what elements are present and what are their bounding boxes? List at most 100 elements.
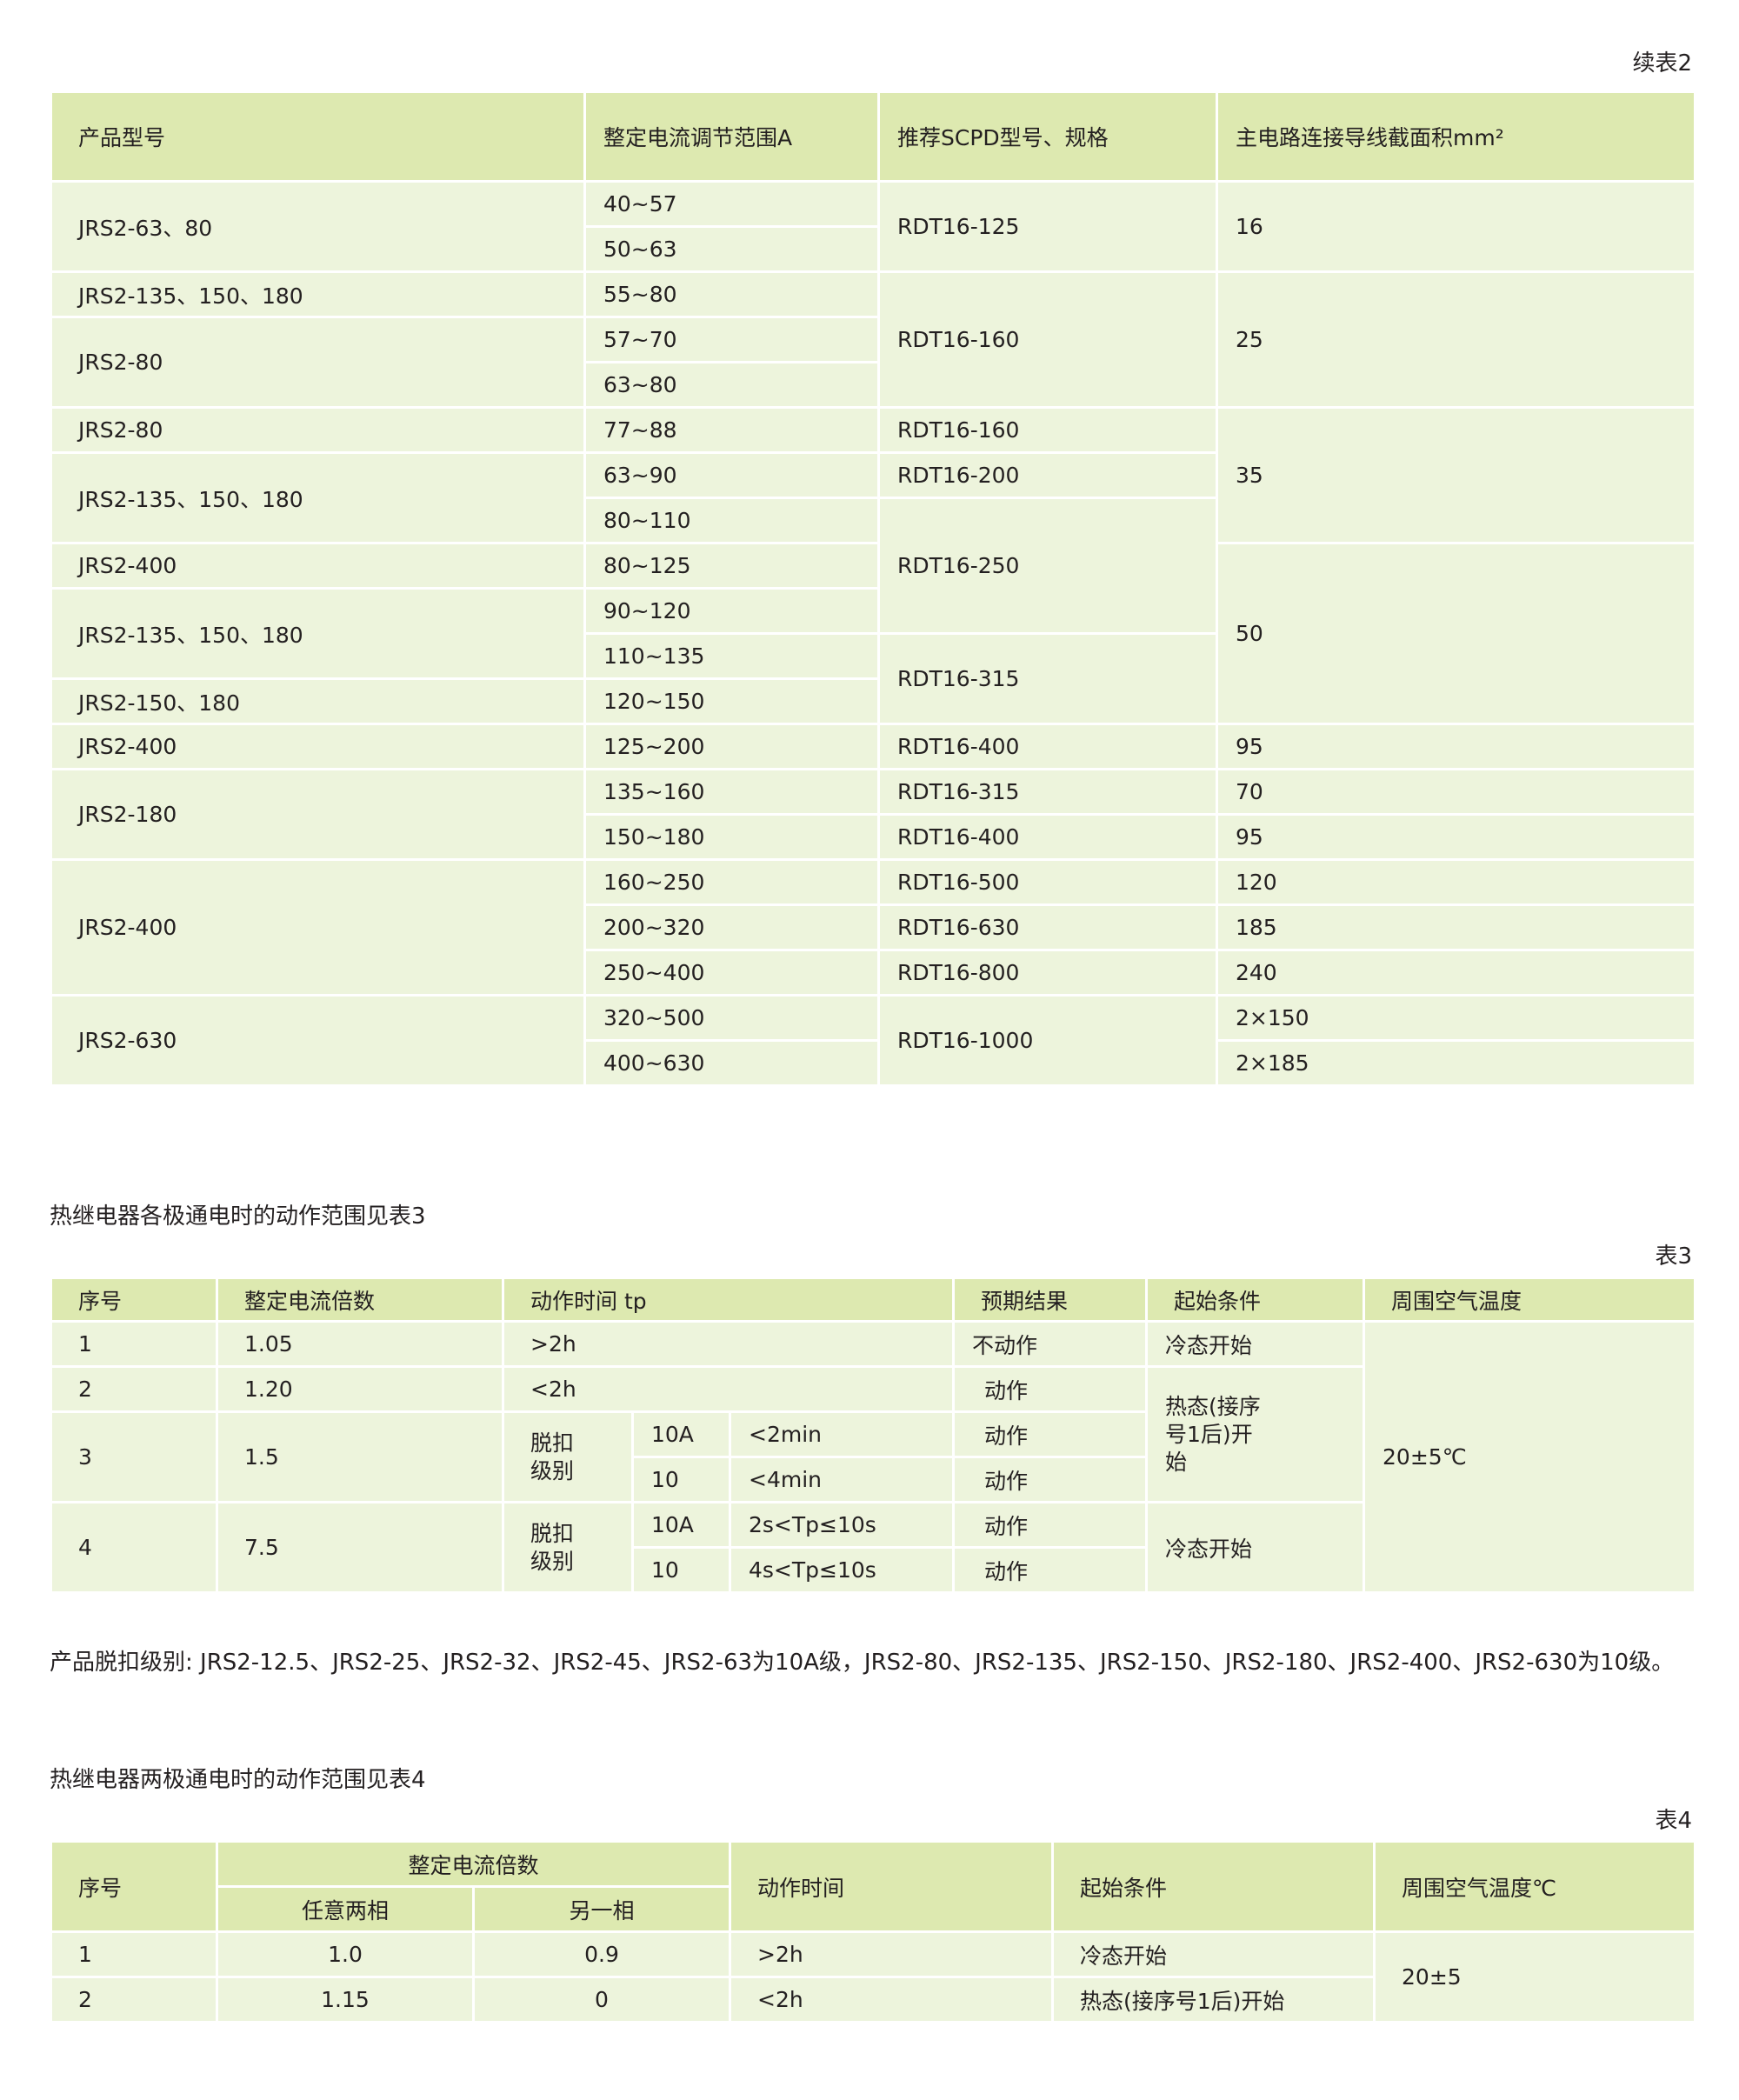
cell-result: 动作	[952, 1456, 1149, 1503]
cell-model: JRS2-400	[50, 858, 586, 997]
cell-range: 77~88	[583, 406, 880, 454]
cell-area: 240	[1216, 949, 1696, 997]
cell-other: 0	[471, 1976, 732, 2023]
table3-caption: 表3	[1655, 1243, 1692, 1270]
table-2: 产品型号 整定电流调节范围A 推荐SCPD型号、规格 主电路连接导线截面积mm²…	[50, 90, 1696, 1087]
header-result: 预期结果	[952, 1277, 1149, 1323]
cell-area: 25	[1216, 270, 1696, 409]
header-multiple: 整定电流倍数	[215, 1840, 732, 1888]
cell-area: 2×150	[1216, 994, 1696, 1042]
cell-range: 320~500	[583, 994, 880, 1042]
cell-range: 120~150	[583, 677, 880, 725]
cell-range: 63~80	[583, 361, 880, 409]
trip-class-label: 脱扣级别	[530, 1520, 575, 1574]
cell-model: JRS2-400	[50, 723, 586, 770]
cell-scpd: RDT16-125	[877, 180, 1218, 273]
cell-scpd: RDT16-630	[877, 903, 1218, 951]
cell-multiple: 1.05	[216, 1320, 504, 1368]
cell-model: JRS2-180	[50, 768, 586, 861]
table-row: JRS2-80 77~88 RDT16-160 35	[50, 406, 1696, 544]
cell-area: 2×185	[1216, 1039, 1696, 1087]
cell-time: >2h	[729, 1930, 1055, 1978]
table-row: 63~80	[51, 361, 1696, 409]
cell-range: 80~125	[583, 542, 880, 590]
cell-class: 10A	[631, 1410, 731, 1458]
table-row: 1 1.0 0.9 >2h 冷态开始 20±5	[50, 1930, 1697, 2023]
cell-range: 63~90	[583, 451, 880, 499]
cell-scpd: RDT16-315	[877, 768, 1218, 816]
cell-result: 动作	[952, 1501, 1149, 1549]
section3-intro: 热继电器各极通电时的动作范围见表3	[50, 1203, 426, 1230]
cell-scpd: RDT16-400	[877, 723, 1218, 770]
cell-range: 40~57	[583, 180, 880, 228]
cell-multiple: 1.20	[216, 1365, 504, 1413]
header-temp: 周围空气温度℃	[1373, 1840, 1697, 1933]
header-scpd: 推荐SCPD型号、规格	[877, 90, 1218, 183]
cell-range: 135~160	[583, 768, 880, 816]
cell-no: 2	[50, 1976, 218, 2023]
cell-range: 90~120	[583, 587, 880, 635]
table-row: JRS2-135、150、180 63~90 RDT16-200	[50, 451, 1696, 544]
table-row: 2 1.20 <2h 动作 热态(接序号1后)开始	[50, 1365, 1696, 1503]
cell-result: 不动作	[952, 1320, 1149, 1368]
table-row: JRS2-400 80~125 50	[50, 542, 1696, 725]
cell-start: 热态(接序号1后)开始	[1051, 1976, 1376, 2023]
table-row: 10 4s<Tp≤10s 动作	[51, 1546, 1696, 1594]
cell-multiple: 1.5	[216, 1410, 504, 1503]
table-row: JRS2-150、180 120~150	[50, 677, 1696, 725]
cell-trip-class-label: 脱扣级别	[502, 1501, 634, 1594]
cell-trip-class-label: 脱扣级别	[502, 1410, 634, 1503]
header-current-range: 整定电流调节范围A	[583, 90, 880, 183]
cell-scpd: RDT16-160	[877, 270, 1218, 409]
cell-model: JRS2-400	[50, 542, 586, 590]
cell-model: JRS2-80	[50, 316, 586, 409]
cell-model: JRS2-135、150、180	[50, 587, 586, 680]
table-header-row: 任意两相 另一相	[51, 1885, 1696, 1933]
table-row: 80~110 RDT16-250	[51, 497, 1696, 635]
table-header-row: 产品型号 整定电流调节范围A 推荐SCPD型号、规格 主电路连接导线截面积mm²	[50, 90, 1696, 183]
cell-time: <2h	[501, 1365, 956, 1413]
cell-scpd: RDT16-500	[877, 858, 1218, 906]
table-row: JRS2-630 320~500 RDT16-1000 2×150	[50, 994, 1696, 1087]
table-row: JRS2-63、80 40~57 RDT16-125 16	[50, 180, 1696, 273]
table-row: 1 1.05 >2h 不动作 冷态开始 20±5℃	[50, 1320, 1697, 1594]
cell-area: 185	[1216, 903, 1696, 951]
table-row: JRS2-400 125~200 RDT16-400 95	[50, 723, 1696, 770]
cell-area: 95	[1216, 723, 1696, 770]
table-row: 10 <4min 动作	[51, 1456, 1696, 1503]
cell-result: 动作	[952, 1365, 1149, 1413]
header-multiple: 整定电流倍数	[216, 1277, 504, 1323]
table-row: 110~135 RDT16-315	[51, 632, 1696, 725]
cell-model: JRS2-135、150、180	[50, 270, 586, 318]
cell-range: 80~110	[583, 497, 880, 544]
cell-model: JRS2-150、180	[50, 677, 586, 725]
header-temp: 周围空气温度	[1363, 1277, 1697, 1323]
cell-time: >2h	[501, 1320, 956, 1368]
table-row: JRS2-80 57~70	[50, 316, 1696, 409]
cell-time: 4s<Tp≤10s	[728, 1546, 956, 1594]
cell-start: 冷态开始	[1145, 1320, 1366, 1368]
cell-temperature: 20±5℃	[1363, 1320, 1697, 1594]
table-row: 200~320 RDT16-630 185	[51, 903, 1696, 951]
cell-class: 10A	[631, 1501, 731, 1549]
table-row: 3 1.5 脱扣级别 10A <2min 动作	[50, 1410, 1696, 1503]
cell-range: 125~200	[583, 723, 880, 770]
header-product-model: 产品型号	[50, 90, 586, 183]
cell-model: JRS2-135、150、180	[50, 451, 586, 544]
cell-range: 150~180	[583, 813, 880, 861]
cell-no: 3	[50, 1410, 218, 1503]
cell-area: 35	[1216, 406, 1696, 544]
table-row: 250~400 RDT16-800 240	[51, 949, 1696, 997]
header-no: 序号	[50, 1277, 218, 1323]
cell-range: 57~70	[583, 316, 880, 363]
cell-any-two: 1.15	[216, 1976, 475, 2023]
header-wire-area: 主电路连接导线截面积mm²	[1216, 90, 1696, 183]
cell-time: <2h	[729, 1976, 1055, 2023]
table-row: JRS2-135、150、180 90~120	[50, 587, 1696, 680]
cell-area: 95	[1216, 813, 1696, 861]
table-row: JRS2-135、150、180 55~80 RDT16-160 25	[50, 270, 1696, 409]
table-row: 150~180 RDT16-400 95	[51, 813, 1696, 861]
header-start: 起始条件	[1051, 1840, 1376, 1933]
cell-range: 50~63	[583, 225, 880, 273]
cell-start: 冷态开始	[1145, 1501, 1366, 1594]
